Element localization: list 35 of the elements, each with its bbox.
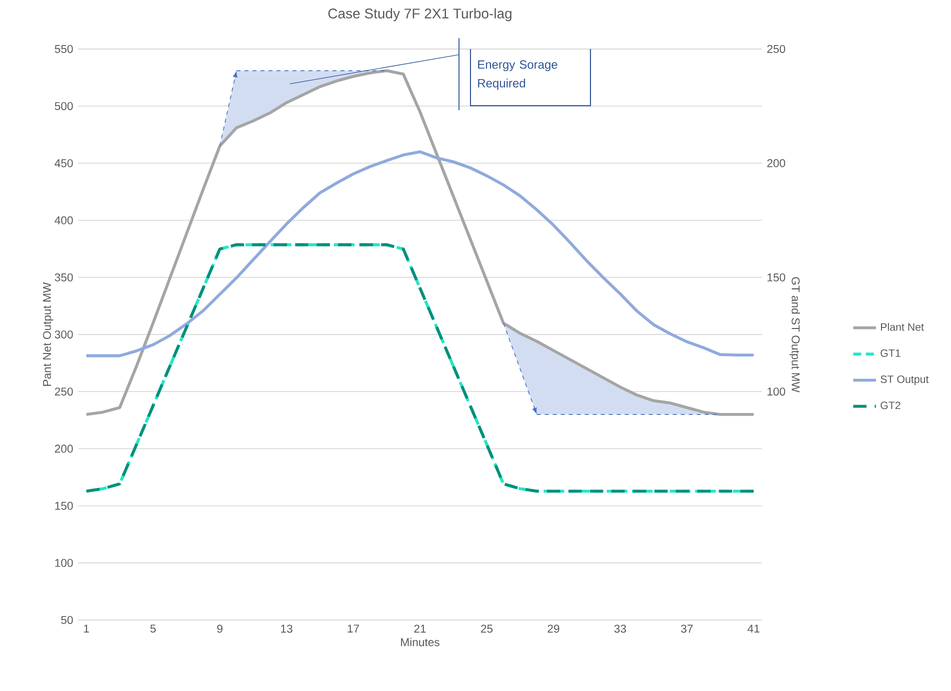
x-tick-label: 5: [150, 624, 156, 633]
y2-tick-label: 100: [768, 388, 786, 396]
y-tick-label: 100: [55, 558, 73, 567]
y2-tick-label: 150: [768, 273, 786, 282]
x-tick-label: 9: [217, 624, 222, 633]
x-tick-label: 17: [348, 624, 359, 632]
y-tick-label: 250: [54, 388, 73, 396]
x-tick-label: 1: [84, 624, 89, 632]
y-tick-label: 450: [54, 159, 73, 168]
x-axis-title: Minutes: [401, 638, 440, 646]
x-tick-label: 33: [614, 624, 626, 633]
x-tick-label: 25: [480, 624, 493, 633]
y2-tick-label: 200: [767, 159, 786, 168]
y-tick-label: 150: [55, 502, 73, 510]
x-tick-label: 37: [681, 624, 693, 633]
y-tick-label: 500: [54, 102, 73, 110]
y-tick-label: 550: [54, 44, 73, 53]
x-tick-label: 29: [548, 624, 560, 633]
y-tick-label: 300: [54, 330, 73, 338]
y-tick-label: 350: [54, 273, 73, 282]
x-tick-label: 13: [281, 624, 292, 633]
legend-label: GT1: [880, 349, 900, 357]
x-tick-label: 21: [414, 624, 426, 633]
y-tick-label: 400: [54, 216, 73, 224]
y-tick-label: 200: [54, 444, 73, 453]
chart-title: Case Study 7F 2X1 Turbo-lag: [328, 8, 512, 22]
legend-label: Plant Net: [881, 322, 924, 331]
y2-tick-label: 250: [767, 44, 786, 53]
y2-axis-title: GT and ST Output MW: [789, 277, 800, 392]
annotation: Energy Sorage Required: [478, 60, 558, 90]
y-axis-title: Pant Net Output MW: [42, 282, 54, 386]
legend-label: GT2: [880, 402, 900, 410]
legend-label: ST Output: [880, 375, 929, 386]
y-tick-label: 50: [61, 616, 73, 624]
x-tick-label: 41: [748, 624, 760, 632]
